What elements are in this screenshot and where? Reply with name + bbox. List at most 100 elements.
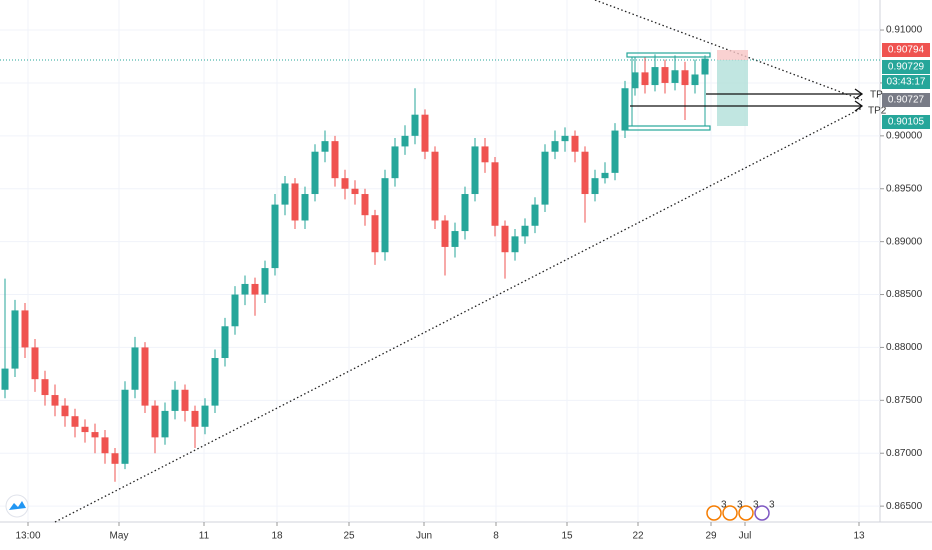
- candle-body: [161, 410, 169, 438]
- candle-body: [61, 405, 69, 417]
- candle-body: [601, 172, 609, 179]
- x-tick-label: 25: [343, 531, 355, 542]
- candle-body: [221, 326, 229, 359]
- range-top: [626, 52, 711, 58]
- candle-body: [391, 146, 399, 179]
- candle-body: [251, 283, 259, 295]
- tp2-label: TP2: [868, 106, 887, 117]
- candle-body: [591, 178, 599, 195]
- range-bottom: [626, 125, 711, 131]
- x-tick-label: 29: [705, 531, 717, 542]
- x-tick-label: 13:00: [15, 531, 40, 542]
- drawings: TP TP2: [0, 0, 887, 523]
- y-tick-label: 0.87000: [886, 448, 923, 459]
- x-tick-label: May: [110, 531, 129, 542]
- candle-body: [501, 225, 509, 253]
- candle-body: [41, 379, 49, 396]
- candle-body: [441, 220, 449, 247]
- candle-body: [571, 135, 579, 152]
- event-badge-count: 3: [769, 500, 775, 511]
- candle-body: [461, 194, 469, 232]
- price-tag-label: 0.90729: [888, 62, 925, 73]
- candle-body: [311, 151, 319, 195]
- y-tick-label: 0.91000: [886, 25, 923, 36]
- logo: [5, 494, 29, 518]
- y-tick-label: 0.90000: [886, 130, 923, 141]
- candle-body: [621, 88, 629, 131]
- candle-body: [291, 183, 299, 221]
- candle-body: [641, 72, 649, 86]
- event-badge-count: 3: [753, 500, 759, 511]
- candle-body: [241, 283, 249, 295]
- candle-body: [131, 347, 139, 390]
- candle-body: [671, 70, 679, 83]
- candle-body: [51, 395, 59, 406]
- y-tick-label: 0.88000: [886, 342, 923, 353]
- y-tick-label: 0.89500: [886, 183, 923, 194]
- stop-zone: [717, 50, 748, 60]
- candle-body: [381, 178, 389, 253]
- event-badge: [738, 505, 754, 521]
- candle-body: [181, 389, 189, 411]
- price-tag: [882, 115, 930, 129]
- candle-body: [471, 146, 479, 195]
- candle-body: [611, 130, 619, 173]
- x-tick-label: Jul: [739, 531, 752, 542]
- candle-body: [651, 67, 659, 86]
- event-badge: [706, 505, 722, 521]
- candle-body: [421, 114, 429, 152]
- candle-body: [201, 405, 209, 427]
- price-tag-label: 0.90727: [888, 95, 925, 106]
- tp-label: TP: [870, 90, 883, 101]
- candle-body: [361, 194, 369, 216]
- candle-body: [321, 141, 329, 152]
- event-badge-count: 3: [721, 500, 727, 511]
- candle-body: [351, 188, 359, 195]
- candle-body: [411, 114, 419, 136]
- candle-body: [561, 135, 569, 142]
- candle-body: [691, 74, 699, 86]
- candle-body: [581, 151, 589, 195]
- candle-body: [21, 310, 29, 348]
- price-tag: [882, 93, 930, 107]
- x-tick-label: 8: [493, 531, 499, 542]
- candle-body: [31, 347, 39, 380]
- candle-body: [101, 437, 109, 454]
- triangle-lower: [54, 107, 863, 523]
- x-tick-label: 15: [561, 531, 573, 542]
- candle-body: [521, 225, 529, 237]
- candle-body: [511, 236, 519, 253]
- arrow-head: [854, 100, 864, 112]
- candle-body: [631, 72, 639, 89]
- price-tag: [882, 43, 930, 57]
- event-badge-count: 3: [737, 500, 743, 511]
- price-tag-label: 0.90105: [888, 117, 925, 128]
- candle-body: [301, 194, 309, 221]
- candle-body: [481, 146, 489, 163]
- candle-body: [141, 347, 149, 406]
- price-tag-label: 03:43:17: [887, 77, 926, 88]
- candle-body: [341, 178, 349, 189]
- candle-body: [331, 141, 339, 179]
- candle-body: [491, 162, 499, 226]
- x-tick-label: 18: [271, 531, 283, 542]
- candle-body: [91, 432, 99, 438]
- price-tag-label: 0.90794: [888, 45, 925, 56]
- candle-body: [401, 135, 409, 147]
- candle-body: [681, 70, 689, 86]
- candle-body: [191, 410, 199, 427]
- candle-body: [11, 310, 19, 369]
- price-axis: [880, 0, 932, 550]
- candle-body: [261, 268, 269, 295]
- y-tick-label: 0.89000: [886, 236, 923, 247]
- event-badge: [754, 505, 770, 521]
- candle-body: [1, 368, 9, 390]
- candle-body: [121, 389, 129, 464]
- candle-body: [151, 405, 159, 438]
- price-tag: [882, 60, 930, 74]
- candle-body: [211, 358, 219, 406]
- candle-body: [541, 151, 549, 205]
- candle-body: [111, 453, 119, 464]
